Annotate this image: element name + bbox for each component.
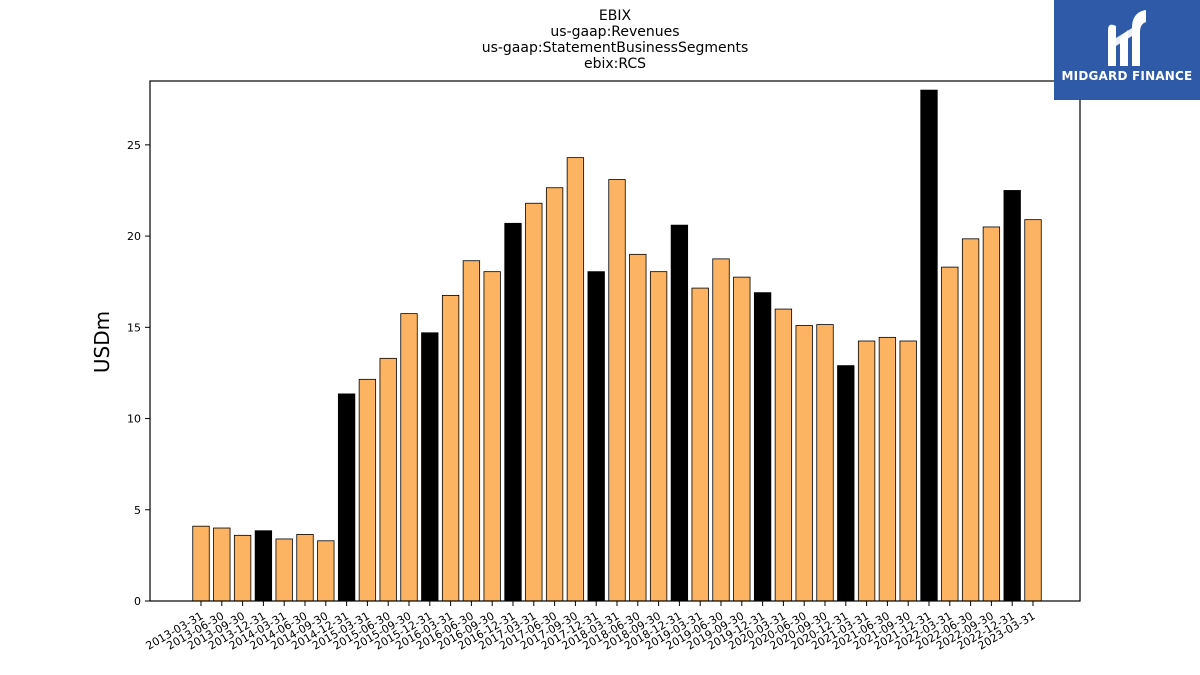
bar-2016-06-30 — [462, 260, 481, 602]
y-tick-label: 25 — [127, 139, 141, 152]
bar-2017-03-31 — [525, 202, 543, 602]
bar-2019-03-31 — [691, 287, 709, 602]
plot-frame — [149, 80, 1081, 602]
bar-2018-09-30 — [649, 271, 668, 602]
bar-2015-09-30 — [400, 313, 418, 602]
bar-2019-06-30 — [712, 258, 730, 602]
bar-2015-06-30 — [379, 357, 397, 602]
bar-2017-12-31 — [587, 271, 605, 602]
title-line-1: EBIX — [599, 8, 632, 24]
bar-2018-06-30 — [629, 253, 647, 602]
bar-2015-03-31 — [358, 378, 377, 602]
bar-2016-12-31 — [504, 222, 522, 602]
title-line-3: us-gaap:StatementBusinessSegments — [482, 40, 749, 56]
bar-2018-03-31 — [608, 179, 626, 602]
bar-2017-06-30 — [545, 187, 564, 602]
bar-2020-03-31 — [774, 308, 793, 602]
y-axis-label: USDm — [90, 311, 114, 373]
y-tick-label: 5 — [134, 504, 141, 517]
bar-2016-09-30 — [483, 271, 501, 602]
bar-2015-12-31 — [421, 332, 439, 602]
bar-2019-09-30 — [733, 276, 751, 602]
bar-2018-12-31 — [670, 224, 689, 602]
logo-mark-icon — [1108, 10, 1146, 67]
bar-2023-03-31 — [1024, 219, 1042, 602]
bar-2014-03-31 — [275, 538, 293, 602]
bar-2020-06-30 — [795, 325, 813, 602]
bar-2013-03-31 — [192, 525, 210, 602]
bar-2014-09-30 — [317, 540, 335, 602]
midgard-finance-logo: MIDGARD FINANCE — [1054, 0, 1200, 100]
logo-text: MIDGARD FINANCE — [1061, 69, 1193, 83]
bar-2022-12-31 — [1003, 190, 1021, 602]
bar-2014-12-31 — [337, 393, 356, 602]
y-tick-label: 0 — [134, 595, 141, 608]
bar-2017-09-30 — [566, 157, 585, 602]
bar-2013-12-31 — [254, 530, 273, 602]
bar-2014-06-30 — [296, 534, 314, 602]
y-tick-label: 15 — [127, 321, 141, 334]
bar-2021-12-31 — [920, 89, 938, 602]
title-line-2: us-gaap:Revenues — [550, 24, 679, 40]
bar-2022-06-30 — [961, 238, 980, 602]
bar-2021-06-30 — [878, 336, 897, 602]
bar-2016-03-31 — [441, 294, 460, 602]
title-line-4: ebix:RCS — [584, 56, 646, 72]
y-tick-label: 10 — [127, 413, 141, 426]
bar-2022-03-31 — [941, 266, 959, 602]
chart-title: EBIX us-gaap:Revenues us-gaap:StatementB… — [482, 8, 749, 72]
bar-2013-06-30 — [213, 527, 231, 602]
bar-2013-09-30 — [233, 534, 252, 602]
x-axis: 2013-03-312013-06-302013-09-302013-12-31… — [144, 601, 1038, 653]
bar-2021-09-30 — [899, 340, 917, 602]
bar-2019-12-31 — [753, 292, 772, 602]
bar-2020-12-31 — [837, 365, 855, 602]
y-axis: 0 5 10 15 20 25 — [127, 139, 150, 608]
bar-2022-09-30 — [982, 226, 1001, 602]
bars — [192, 89, 1042, 602]
bar-2020-09-30 — [816, 324, 834, 602]
bar-2021-03-31 — [857, 340, 876, 602]
y-tick-label: 20 — [127, 230, 141, 243]
